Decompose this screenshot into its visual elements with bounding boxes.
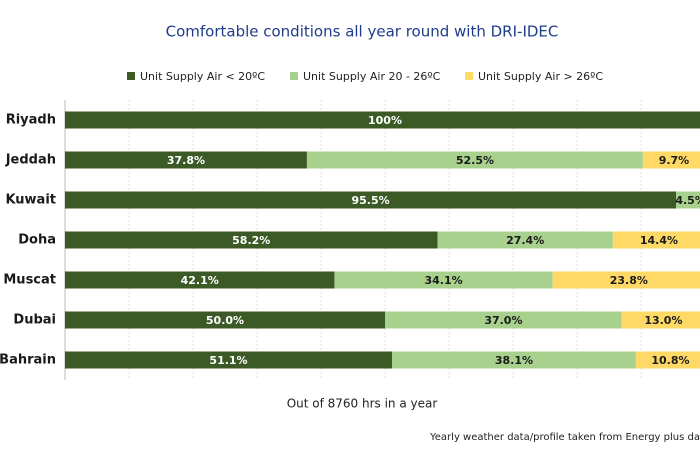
legend-swatch (127, 72, 135, 80)
bar-segment (437, 231, 613, 249)
bar-segment (334, 271, 553, 289)
legend-label: Unit Supply Air > 26ºC (478, 70, 603, 83)
value-label: 14.4% (640, 234, 678, 247)
chart-title: Comfortable conditions all year round wi… (166, 23, 559, 41)
bar-segment (635, 351, 700, 369)
legend-swatch (290, 72, 298, 80)
bar-segment (65, 191, 677, 209)
bar-segment (385, 311, 622, 329)
bar-segment (65, 311, 385, 329)
bar-segment (65, 271, 335, 289)
bar-segment (306, 151, 643, 169)
source-note: Yearly weather data/profile taken from E… (429, 432, 700, 443)
value-label: 34.1% (424, 274, 462, 287)
bar-segment (612, 231, 700, 249)
value-label: 23.8% (610, 274, 648, 287)
y-tick-label: Dubai (13, 313, 56, 328)
value-label: 37.0% (484, 314, 522, 327)
value-label: 58.2% (232, 234, 270, 247)
legend-label: Unit Supply Air < 20ºC (140, 70, 265, 83)
bar-segment (65, 231, 438, 249)
bar-segment (642, 151, 700, 169)
value-label: 42.1% (181, 274, 219, 287)
legend-label: Unit Supply Air 20 - 26ºC (303, 70, 441, 83)
y-tick-label: Bahrain (0, 353, 56, 368)
value-label: 4.5% (675, 194, 700, 207)
bar-segment (552, 271, 700, 289)
value-label: 27.4% (506, 234, 544, 247)
value-label: 37.8% (167, 154, 205, 167)
bar-segment (392, 351, 636, 369)
value-label: 9.7% (659, 154, 690, 167)
value-label: 95.5% (352, 194, 390, 207)
value-label: 100% (368, 114, 402, 127)
bar-segment (676, 191, 700, 209)
bar-segment (65, 351, 393, 369)
legend-swatch (465, 72, 473, 80)
value-label: 52.5% (456, 154, 494, 167)
y-tick-label: Kuwait (5, 193, 56, 208)
bar-segment (65, 111, 700, 129)
y-tick-label: Jeddah (5, 153, 56, 168)
x-axis-label: Out of 8760 hrs in a year (287, 397, 438, 411)
value-label: 38.1% (495, 354, 533, 367)
y-tick-label: Muscat (3, 273, 56, 288)
bar-segment (65, 151, 307, 169)
y-tick-label: Riyadh (6, 113, 56, 128)
value-label: 10.8% (651, 354, 689, 367)
bar-segment (621, 311, 700, 329)
value-label: 51.1% (209, 354, 247, 367)
value-label: 50.0% (206, 314, 244, 327)
y-tick-label: Doha (18, 233, 56, 248)
value-label: 13.0% (644, 314, 682, 327)
